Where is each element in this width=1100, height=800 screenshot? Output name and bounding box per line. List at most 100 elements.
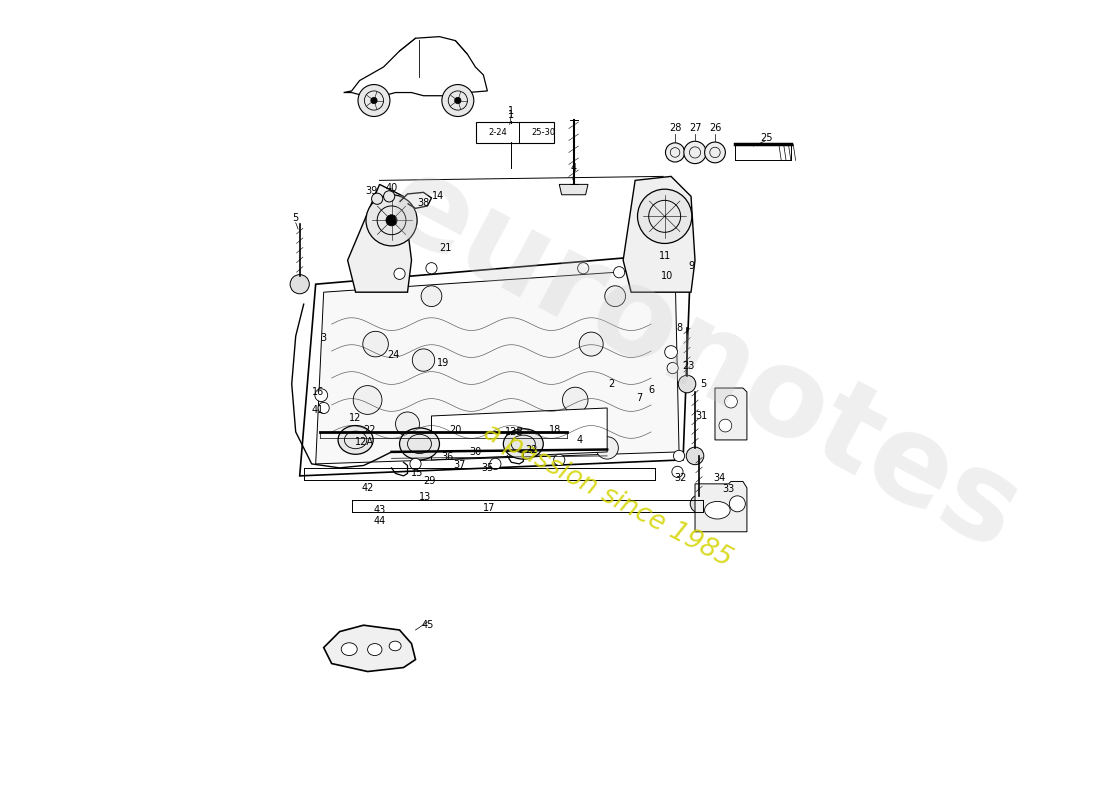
Ellipse shape xyxy=(705,502,730,519)
Text: 12: 12 xyxy=(350,413,362,422)
Polygon shape xyxy=(715,388,747,440)
Circle shape xyxy=(719,419,732,432)
Text: 20: 20 xyxy=(449,426,462,435)
Text: 39: 39 xyxy=(365,186,377,196)
Circle shape xyxy=(664,346,678,358)
Text: 33: 33 xyxy=(723,485,735,494)
Text: 5: 5 xyxy=(293,213,299,223)
Polygon shape xyxy=(623,176,695,292)
Circle shape xyxy=(386,214,397,226)
Circle shape xyxy=(672,466,683,478)
Circle shape xyxy=(421,286,442,306)
Text: 12B: 12B xyxy=(505,427,524,437)
Text: 29: 29 xyxy=(424,477,436,486)
Circle shape xyxy=(666,143,684,162)
Text: euronotes: euronotes xyxy=(367,144,1040,576)
Text: 22: 22 xyxy=(363,426,375,435)
Text: 2-24: 2-24 xyxy=(488,128,507,137)
Circle shape xyxy=(442,85,474,117)
Circle shape xyxy=(384,190,395,202)
Ellipse shape xyxy=(367,643,382,655)
Circle shape xyxy=(410,458,421,470)
Circle shape xyxy=(353,386,382,414)
Circle shape xyxy=(490,458,500,470)
Circle shape xyxy=(358,85,389,117)
Text: 36: 36 xyxy=(441,453,453,462)
Text: 16: 16 xyxy=(312,387,324,397)
Circle shape xyxy=(679,375,696,393)
Polygon shape xyxy=(348,184,411,292)
Text: 42: 42 xyxy=(362,483,374,493)
Text: 10: 10 xyxy=(661,271,673,282)
Text: 4: 4 xyxy=(571,163,576,174)
Circle shape xyxy=(605,286,626,306)
Text: 30: 30 xyxy=(470,447,482,457)
Text: 31: 31 xyxy=(695,411,707,421)
Circle shape xyxy=(315,389,328,402)
Text: 1: 1 xyxy=(508,110,515,120)
Text: 8: 8 xyxy=(676,323,682,333)
Circle shape xyxy=(673,450,684,462)
Text: 40: 40 xyxy=(385,183,398,194)
Text: 34: 34 xyxy=(713,474,725,483)
Text: 19: 19 xyxy=(438,358,450,368)
Text: 2: 2 xyxy=(608,379,614,389)
Circle shape xyxy=(729,496,746,512)
Polygon shape xyxy=(695,482,747,532)
Text: 1: 1 xyxy=(508,106,515,116)
Text: 45: 45 xyxy=(421,620,433,630)
Circle shape xyxy=(290,274,309,294)
Text: 26: 26 xyxy=(708,123,722,134)
Text: 4: 4 xyxy=(576,435,582,445)
Text: 9: 9 xyxy=(688,261,694,271)
Text: 43: 43 xyxy=(373,506,386,515)
Circle shape xyxy=(454,98,461,104)
Polygon shape xyxy=(559,184,588,194)
Polygon shape xyxy=(316,268,679,464)
Text: 11: 11 xyxy=(659,251,671,262)
Polygon shape xyxy=(323,626,416,671)
Ellipse shape xyxy=(341,642,358,655)
Text: 14: 14 xyxy=(431,191,444,202)
Text: a passion since 1985: a passion since 1985 xyxy=(478,419,736,573)
Text: 18: 18 xyxy=(549,426,561,435)
Text: 25: 25 xyxy=(760,133,773,143)
Ellipse shape xyxy=(399,428,440,460)
Text: 41: 41 xyxy=(312,405,324,414)
Circle shape xyxy=(366,194,417,246)
Circle shape xyxy=(614,266,625,278)
Circle shape xyxy=(667,362,679,374)
Text: 28: 28 xyxy=(669,123,681,134)
Circle shape xyxy=(580,332,603,356)
Text: 32: 32 xyxy=(674,474,686,483)
Text: 13: 13 xyxy=(419,493,431,502)
Circle shape xyxy=(705,142,725,163)
Ellipse shape xyxy=(389,641,402,650)
Circle shape xyxy=(363,331,388,357)
Circle shape xyxy=(396,412,419,436)
Text: 24: 24 xyxy=(387,350,399,360)
Text: 44: 44 xyxy=(373,516,386,526)
Circle shape xyxy=(725,395,737,408)
Text: 7: 7 xyxy=(636,394,642,403)
Text: 23: 23 xyxy=(682,362,695,371)
Text: 15: 15 xyxy=(411,469,424,478)
Text: 38: 38 xyxy=(417,198,430,208)
Text: 17: 17 xyxy=(483,503,495,513)
Text: 12A: 12A xyxy=(355,438,374,447)
Circle shape xyxy=(562,387,588,413)
Ellipse shape xyxy=(504,429,543,459)
Text: 37: 37 xyxy=(453,461,465,470)
Polygon shape xyxy=(431,408,607,460)
Text: 5: 5 xyxy=(700,379,706,389)
Circle shape xyxy=(426,262,437,274)
Circle shape xyxy=(553,454,564,466)
Circle shape xyxy=(684,142,706,164)
Circle shape xyxy=(412,349,434,371)
Text: 35: 35 xyxy=(481,463,494,473)
Ellipse shape xyxy=(338,426,373,454)
Text: 27: 27 xyxy=(689,123,702,134)
Text: 21: 21 xyxy=(440,243,452,254)
Circle shape xyxy=(690,495,707,513)
Text: 6: 6 xyxy=(648,386,654,395)
